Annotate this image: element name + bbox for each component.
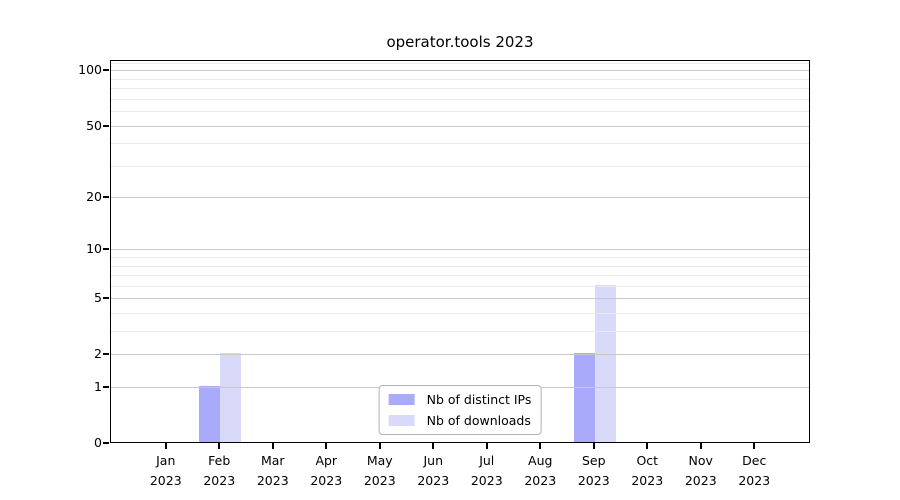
- x-tick-label-apr: Apr 2023: [310, 453, 343, 488]
- y-tick-mark-5: [103, 297, 109, 300]
- x-tick-mark-feb: [218, 442, 221, 449]
- x-tick-mark-apr: [325, 442, 328, 449]
- legend-swatch-distinct-ips: [388, 394, 415, 405]
- y-tick-label-10: 10: [86, 241, 102, 257]
- chart-title: operator.tools 2023: [386, 33, 534, 51]
- bars-layer: [111, 61, 809, 442]
- y-tick-mark-20: [103, 196, 109, 199]
- legend-label-downloads: Nb of downloads: [426, 413, 531, 428]
- y-tick-mark-1: [103, 386, 109, 389]
- x-tick-label-oct: Oct 2023: [631, 453, 664, 488]
- x-tick-mark-sep: [592, 442, 595, 449]
- y-tick-label-50: 50: [86, 117, 102, 133]
- y-tick-label-5: 5: [94, 290, 102, 306]
- x-tick-mark-jun: [432, 442, 435, 449]
- legend-label-distinct-ips: Nb of distinct IPs: [426, 392, 532, 407]
- y-tick-label-0: 0: [94, 435, 102, 450]
- plot-area: Nb of distinct IPs Nb of downloads: [110, 60, 810, 443]
- bar-sep-downloads: [594, 284, 616, 442]
- x-tick-mark-mar: [271, 442, 274, 449]
- y-tick-label-100: 100: [78, 62, 102, 78]
- legend-item-downloads: Nb of downloads: [388, 412, 532, 429]
- x-tick-label-feb: Feb 2023: [203, 453, 236, 488]
- x-tick-label-nov: Nov 2023: [684, 453, 717, 488]
- bar-sep-distinct-ips: [573, 353, 595, 442]
- x-tick-label-dec: Dec 2023: [738, 453, 771, 488]
- x-tick-label-jun: Jun 2023: [417, 453, 450, 488]
- x-tick-mark-jan: [164, 442, 167, 449]
- legend-swatch-downloads: [388, 415, 415, 426]
- legend: Nb of distinct IPs Nb of downloads: [378, 385, 542, 435]
- y-tick-label-20: 20: [86, 189, 102, 205]
- x-tick-mark-dec: [753, 442, 756, 449]
- legend-item-distinct-ips: Nb of distinct IPs: [388, 391, 532, 408]
- y-tick-mark-100: [103, 69, 109, 72]
- x-tick-mark-jul: [485, 442, 488, 449]
- x-tick-label-mar: Mar 2023: [256, 453, 289, 488]
- bar-feb-downloads: [220, 353, 242, 442]
- x-tick-mark-aug: [539, 442, 542, 449]
- y-tick-label-1: 1: [94, 379, 102, 395]
- x-tick-mark-nov: [699, 442, 702, 449]
- x-tick-label-jan: Jan 2023: [149, 453, 182, 488]
- bar-feb-distinct-ips: [199, 386, 221, 442]
- y-tick-mark-0: [103, 442, 109, 444]
- y-tick-mark-2: [103, 353, 109, 356]
- x-tick-mark-oct: [646, 442, 649, 449]
- x-tick-label-sep: Sep 2023: [577, 453, 610, 488]
- x-tick-label-may: May 2023: [363, 453, 396, 488]
- y-tick-mark-10: [103, 248, 109, 251]
- x-tick-label-aug: Aug 2023: [524, 453, 557, 488]
- y-tick-mark-50: [103, 124, 109, 127]
- y-tick-label-2: 2: [94, 346, 102, 362]
- x-tick-label-jul: Jul 2023: [470, 453, 503, 488]
- x-tick-mark-may: [378, 442, 381, 449]
